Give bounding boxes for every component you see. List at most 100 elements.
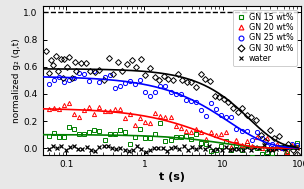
- GN 30 wt%: [47, 72, 50, 74]
- GN 15 wt%: [159, 122, 162, 125]
- GN 15 wt%: [291, 146, 294, 148]
- GN 15 wt%: [295, 142, 299, 144]
- GN 25 wt%: [143, 91, 147, 94]
- GN 20 wt%: [291, 144, 294, 146]
- GN 25 wt%: [250, 139, 254, 141]
- X-axis label: t (s): t (s): [159, 172, 185, 182]
- GN 25 wt%: [209, 101, 213, 104]
- GN 15 wt%: [184, 135, 188, 138]
- GN 20 wt%: [204, 138, 208, 140]
- GN 15 wt%: [52, 132, 56, 134]
- GN 15 wt%: [280, 146, 284, 148]
- GN 15 wt%: [67, 126, 71, 128]
- GN 25 wt%: [67, 79, 71, 81]
- GN 25 wt%: [154, 91, 157, 94]
- Line: GN 15 wt%: GN 15 wt%: [47, 121, 299, 159]
- GN 20 wt%: [103, 110, 106, 112]
- GN 20 wt%: [108, 110, 112, 112]
- GN 15 wt%: [235, 144, 238, 146]
- GN 15 wt%: [47, 134, 50, 137]
- GN 15 wt%: [285, 150, 289, 152]
- GN 15 wt%: [72, 128, 76, 130]
- GN 20 wt%: [295, 146, 299, 149]
- GN 15 wt%: [154, 133, 157, 136]
- GN 30 wt%: [295, 153, 299, 155]
- GN 15 wt%: [108, 133, 112, 135]
- GN 25 wt%: [230, 116, 233, 118]
- GN 20 wt%: [184, 130, 188, 132]
- GN 15 wt%: [179, 136, 182, 138]
- GN 25 wt%: [275, 146, 279, 149]
- GN 30 wt%: [74, 70, 78, 72]
- GN 15 wt%: [78, 133, 81, 136]
- GN 25 wt%: [57, 76, 61, 79]
- GN 20 wt%: [169, 116, 172, 118]
- GN 30 wt%: [111, 73, 115, 75]
- GN 25 wt%: [169, 91, 172, 94]
- GN 25 wt%: [103, 76, 106, 78]
- GN 30 wt%: [107, 57, 110, 60]
- GN 25 wt%: [214, 108, 218, 110]
- GN 25 wt%: [174, 92, 178, 95]
- GN 15 wt%: [88, 131, 91, 133]
- water: [127, 150, 131, 152]
- GN 15 wt%: [113, 133, 116, 135]
- GN 20 wt%: [250, 145, 254, 147]
- GN 20 wt%: [199, 130, 203, 133]
- GN 20 wt%: [159, 115, 162, 117]
- GN 15 wt%: [98, 130, 101, 132]
- GN 15 wt%: [265, 151, 269, 153]
- GN 20 wt%: [82, 109, 86, 111]
- GN 20 wt%: [118, 107, 122, 110]
- water: [262, 143, 265, 146]
- GN 15 wt%: [57, 136, 61, 138]
- GN 15 wt%: [255, 147, 259, 149]
- GN 25 wt%: [133, 83, 137, 85]
- water: [144, 151, 147, 154]
- GN 25 wt%: [82, 72, 86, 75]
- GN 20 wt%: [194, 128, 198, 130]
- water: [110, 147, 114, 149]
- GN 25 wt%: [189, 100, 193, 102]
- GN 15 wt%: [209, 150, 213, 152]
- GN 25 wt%: [72, 77, 76, 79]
- GN 25 wt%: [204, 115, 208, 117]
- GN 15 wt%: [240, 149, 244, 151]
- GN 15 wt%: [93, 129, 96, 131]
- GN 25 wt%: [148, 95, 152, 98]
- GN 25 wt%: [118, 84, 122, 87]
- GN 25 wt%: [265, 145, 269, 147]
- GN 25 wt%: [270, 142, 274, 145]
- GN 20 wt%: [52, 107, 56, 109]
- GN 25 wt%: [159, 85, 162, 88]
- GN 15 wt%: [118, 129, 122, 131]
- GN 25 wt%: [235, 128, 238, 130]
- GN 15 wt%: [199, 142, 203, 144]
- GN 25 wt%: [108, 74, 112, 77]
- GN 20 wt%: [275, 143, 279, 146]
- GN 25 wt%: [138, 79, 142, 82]
- GN 15 wt%: [103, 139, 106, 141]
- GN 20 wt%: [138, 117, 142, 119]
- GN 25 wt%: [88, 80, 91, 82]
- GN 15 wt%: [260, 153, 264, 155]
- GN 15 wt%: [275, 146, 279, 148]
- GN 15 wt%: [189, 138, 193, 140]
- GN 20 wt%: [123, 117, 127, 119]
- GN 20 wt%: [219, 133, 223, 136]
- GN 20 wt%: [113, 108, 116, 110]
- GN 20 wt%: [93, 113, 96, 115]
- GN 15 wt%: [82, 132, 86, 135]
- GN 20 wt%: [62, 103, 66, 106]
- water: [131, 149, 135, 151]
- GN 20 wt%: [128, 113, 132, 115]
- GN 15 wt%: [123, 131, 127, 133]
- GN 20 wt%: [133, 124, 137, 127]
- Line: GN 20 wt%: GN 20 wt%: [47, 101, 299, 154]
- GN 25 wt%: [179, 93, 182, 95]
- GN 15 wt%: [245, 144, 248, 146]
- GN 25 wt%: [113, 87, 116, 89]
- GN 20 wt%: [148, 122, 152, 125]
- GN 25 wt%: [225, 116, 228, 119]
- GN 25 wt%: [260, 137, 264, 139]
